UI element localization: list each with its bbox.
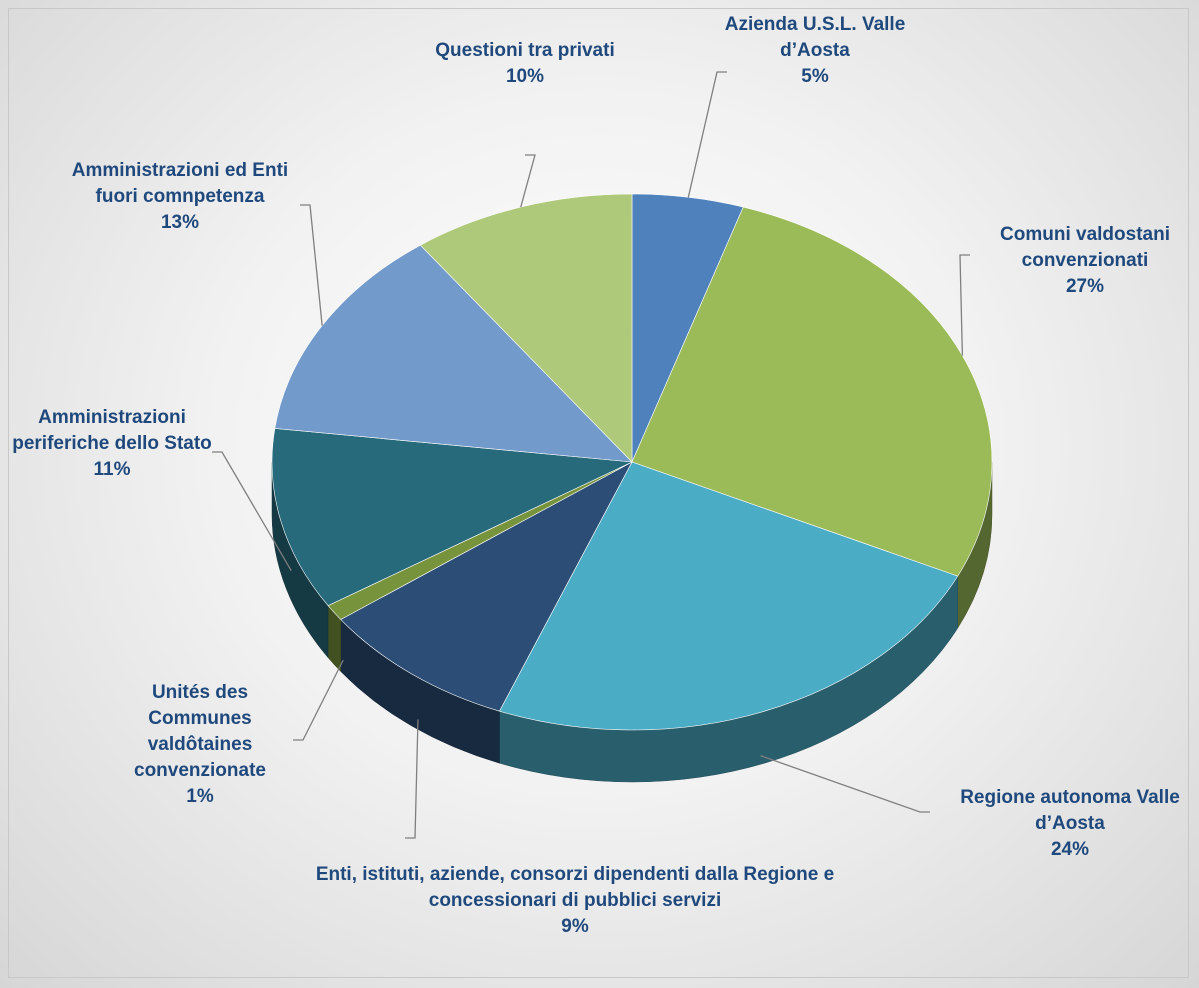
slice-label: Regione autonoma Valle d’Aosta 24% <box>950 785 1190 863</box>
leader-line <box>760 755 930 813</box>
value-label: 13% <box>160 212 200 233</box>
value-label: 27% <box>1065 276 1105 297</box>
slice-label: Comuni valdostani convenzionati 27% <box>980 222 1190 300</box>
slice <box>271 428 634 606</box>
slice-label: Azienda U.S.L. Valle d’Aosta 5% <box>715 12 915 90</box>
value-label: 24% <box>1050 839 1090 860</box>
category-label: Unités des Communes valdôtaines convenzi… <box>134 682 266 781</box>
leader-line <box>520 154 536 208</box>
slice <box>274 244 633 463</box>
category-label: Amministrazioni ed Enti fuori comnpetenz… <box>71 160 289 207</box>
value-label: 10% <box>505 66 545 87</box>
value-label: 9% <box>561 916 589 937</box>
leader-line <box>300 204 323 326</box>
value-label: 11% <box>93 459 131 480</box>
slice <box>340 461 633 712</box>
slice-label: Unités des Communes valdôtaines convenzi… <box>100 680 300 810</box>
category-label: Comuni valdostani convenzionati <box>1000 224 1170 271</box>
leader-line <box>405 719 419 839</box>
leader-line <box>959 254 970 356</box>
chart-frame <box>8 8 1189 978</box>
category-label: Azienda U.S.L. Valle d’Aosta <box>724 14 906 61</box>
slice-label: Amministrazioni periferiche dello Stato 1… <box>12 405 212 483</box>
slice-label: Enti, istituti, aziende, consorzi dipend… <box>285 862 865 940</box>
slice <box>499 461 959 731</box>
category-label: Amministrazioni periferiche dello Stato <box>12 407 212 454</box>
slice-label: Amministrazioni ed Enti fuori comnpetenz… <box>60 158 300 236</box>
slice-label: Questioni tra privati 10% <box>425 38 625 90</box>
category-label: Questioni tra privati <box>435 40 615 61</box>
leader-line <box>293 659 344 741</box>
leader-line <box>687 71 727 198</box>
value-label: 1% <box>186 786 214 807</box>
category-label: Enti, istituti, aziende, consorzi dipend… <box>315 864 835 911</box>
leader-line <box>212 451 292 572</box>
slice <box>419 193 633 463</box>
category-label: Regione autonoma Valle d’Aosta <box>960 787 1180 834</box>
value-label: 5% <box>801 66 829 87</box>
slice <box>631 206 993 577</box>
